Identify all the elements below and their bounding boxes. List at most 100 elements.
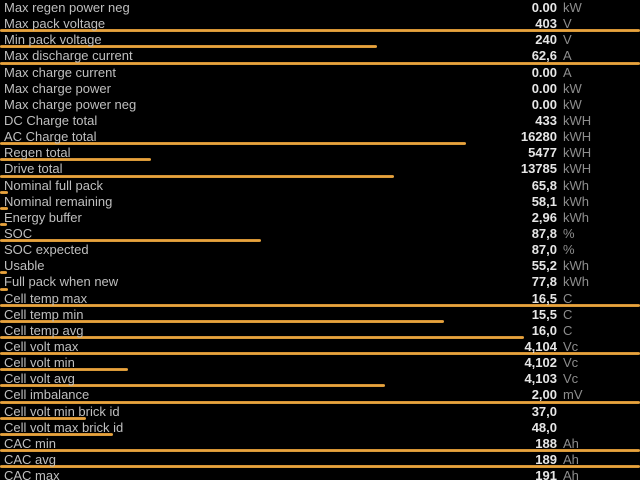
row-value: 191 bbox=[535, 468, 557, 480]
row-value: 55,2 bbox=[531, 258, 557, 274]
table-row: Min pack voltage 240 V bbox=[0, 32, 640, 49]
row-unit: kW bbox=[563, 96, 582, 112]
row-label: Cell imbalance bbox=[4, 387, 90, 403]
row-label: Cell volt avg bbox=[4, 371, 75, 387]
row-unit: Vc bbox=[563, 371, 579, 387]
row-label: Nominal remaining bbox=[4, 193, 113, 209]
row-bar bbox=[0, 400, 640, 404]
row-value: 4,103 bbox=[524, 371, 557, 387]
row-bar bbox=[0, 432, 113, 436]
row-unit: kW bbox=[563, 80, 582, 96]
row-bar bbox=[0, 352, 640, 356]
row-value: 16,0 bbox=[531, 322, 557, 338]
row-value: 62,6 bbox=[531, 48, 557, 64]
row-unit: Ah bbox=[563, 451, 579, 467]
row-label: Cell temp max bbox=[4, 290, 88, 306]
table-row: Cell volt min 4,102 Vc bbox=[0, 355, 640, 372]
row-unit: kWH bbox=[563, 161, 592, 177]
row-value: 189 bbox=[535, 451, 557, 467]
table-row: Nominal remaining 58,1 kWh bbox=[0, 194, 640, 210]
row-value: 188 bbox=[535, 435, 557, 451]
table-row: Cell temp min 15,5 C bbox=[0, 307, 640, 323]
row-label: Energy buffer bbox=[4, 209, 82, 225]
table-row: SOC 87,8 % bbox=[0, 225, 640, 243]
row-unit: kWh bbox=[563, 258, 589, 274]
row-value: 77,8 bbox=[531, 274, 557, 290]
row-value: 48,0 bbox=[531, 419, 557, 435]
table-row: Regen total 5477 kWH bbox=[0, 145, 640, 162]
row-value: 0.00 bbox=[531, 0, 557, 15]
row-unit: kW bbox=[563, 0, 582, 15]
table-row: Max charge power 0.00 kW bbox=[0, 81, 640, 97]
table-row: SOC expected 87,0 % bbox=[0, 242, 640, 258]
row-label: CAC max bbox=[4, 468, 60, 480]
row-bar bbox=[0, 384, 385, 388]
row-label: Cell volt max brick id bbox=[4, 419, 124, 435]
row-bar bbox=[0, 206, 8, 210]
row-unit: mV bbox=[563, 387, 583, 403]
row-label: SOC expected bbox=[4, 242, 89, 258]
row-unit: % bbox=[563, 225, 575, 241]
row-unit: C bbox=[563, 322, 573, 338]
row-value: 58,1 bbox=[531, 193, 557, 209]
row-value: 65,8 bbox=[531, 177, 557, 193]
row-label: Max charge current bbox=[4, 64, 116, 80]
table-row: Cell volt max 4,104 Vc bbox=[0, 338, 640, 356]
table-row: Max charge current 0.00 A bbox=[0, 65, 640, 81]
row-value: 15,5 bbox=[531, 306, 557, 322]
table-row: Cell temp avg 16,0 C bbox=[0, 323, 640, 339]
row-label: Cell volt min brick id bbox=[4, 403, 120, 419]
table-row: Cell temp max 16,5 C bbox=[0, 291, 640, 307]
row-label: Regen total bbox=[4, 145, 71, 161]
row-value: 2,96 bbox=[531, 209, 557, 225]
row-label: Max charge power bbox=[4, 80, 111, 96]
row-bar bbox=[0, 61, 640, 65]
table-row: CAC min 188 Ah bbox=[0, 436, 640, 452]
row-label: Nominal full pack bbox=[4, 177, 103, 193]
row-value: 240 bbox=[535, 32, 557, 48]
row-value: 87,8 bbox=[531, 225, 557, 241]
row-unit: kWh bbox=[563, 193, 589, 209]
row-value: 5477 bbox=[528, 145, 557, 161]
row-bar bbox=[0, 239, 261, 243]
row-label: Cell volt min bbox=[4, 355, 75, 371]
table-row: Cell imbalance 2,00 mV bbox=[0, 387, 640, 404]
table-row: Cell volt max brick id 48,0 bbox=[0, 420, 640, 436]
row-label: CAC min bbox=[4, 435, 57, 451]
row-label: Cell temp min bbox=[4, 306, 84, 322]
row-value: 87,0 bbox=[531, 242, 557, 258]
row-bar bbox=[0, 465, 640, 469]
table-row: Full pack when new 77,8 kWh bbox=[0, 274, 640, 291]
row-label: Min pack voltage bbox=[4, 32, 102, 48]
row-value: 4,102 bbox=[524, 355, 557, 371]
row-label: Drive total bbox=[4, 161, 63, 177]
table-row: Max pack voltage 403 V bbox=[0, 16, 640, 33]
row-unit: A bbox=[563, 48, 572, 64]
row-bar bbox=[0, 158, 151, 162]
row-bar bbox=[0, 29, 640, 33]
row-label: Max pack voltage bbox=[4, 16, 106, 32]
row-bar bbox=[0, 319, 444, 323]
row-unit: kWH bbox=[563, 129, 592, 145]
row-unit: C bbox=[563, 290, 573, 306]
row-value: 37,0 bbox=[531, 403, 557, 419]
row-label: Max discharge current bbox=[4, 48, 133, 64]
row-bar bbox=[0, 448, 640, 452]
row-bar bbox=[0, 335, 524, 339]
table-row: Max regen power neg 0.00 kW bbox=[0, 0, 640, 16]
row-bar bbox=[0, 190, 8, 194]
row-unit: % bbox=[563, 242, 575, 258]
row-value: 16280 bbox=[520, 129, 557, 145]
table-row: Energy buffer 2,96 kWh bbox=[0, 210, 640, 226]
row-label: Usable bbox=[4, 258, 45, 274]
row-value: 433 bbox=[535, 112, 557, 128]
row-label: Full pack when new bbox=[4, 274, 119, 290]
row-bar bbox=[0, 368, 128, 372]
table-row: Max discharge current 62,6 A bbox=[0, 48, 640, 65]
row-bar bbox=[0, 416, 86, 420]
row-value: 0.00 bbox=[531, 96, 557, 112]
row-label: SOC bbox=[4, 225, 33, 241]
row-value: 16,5 bbox=[531, 290, 557, 306]
row-value: 4,104 bbox=[524, 338, 557, 354]
